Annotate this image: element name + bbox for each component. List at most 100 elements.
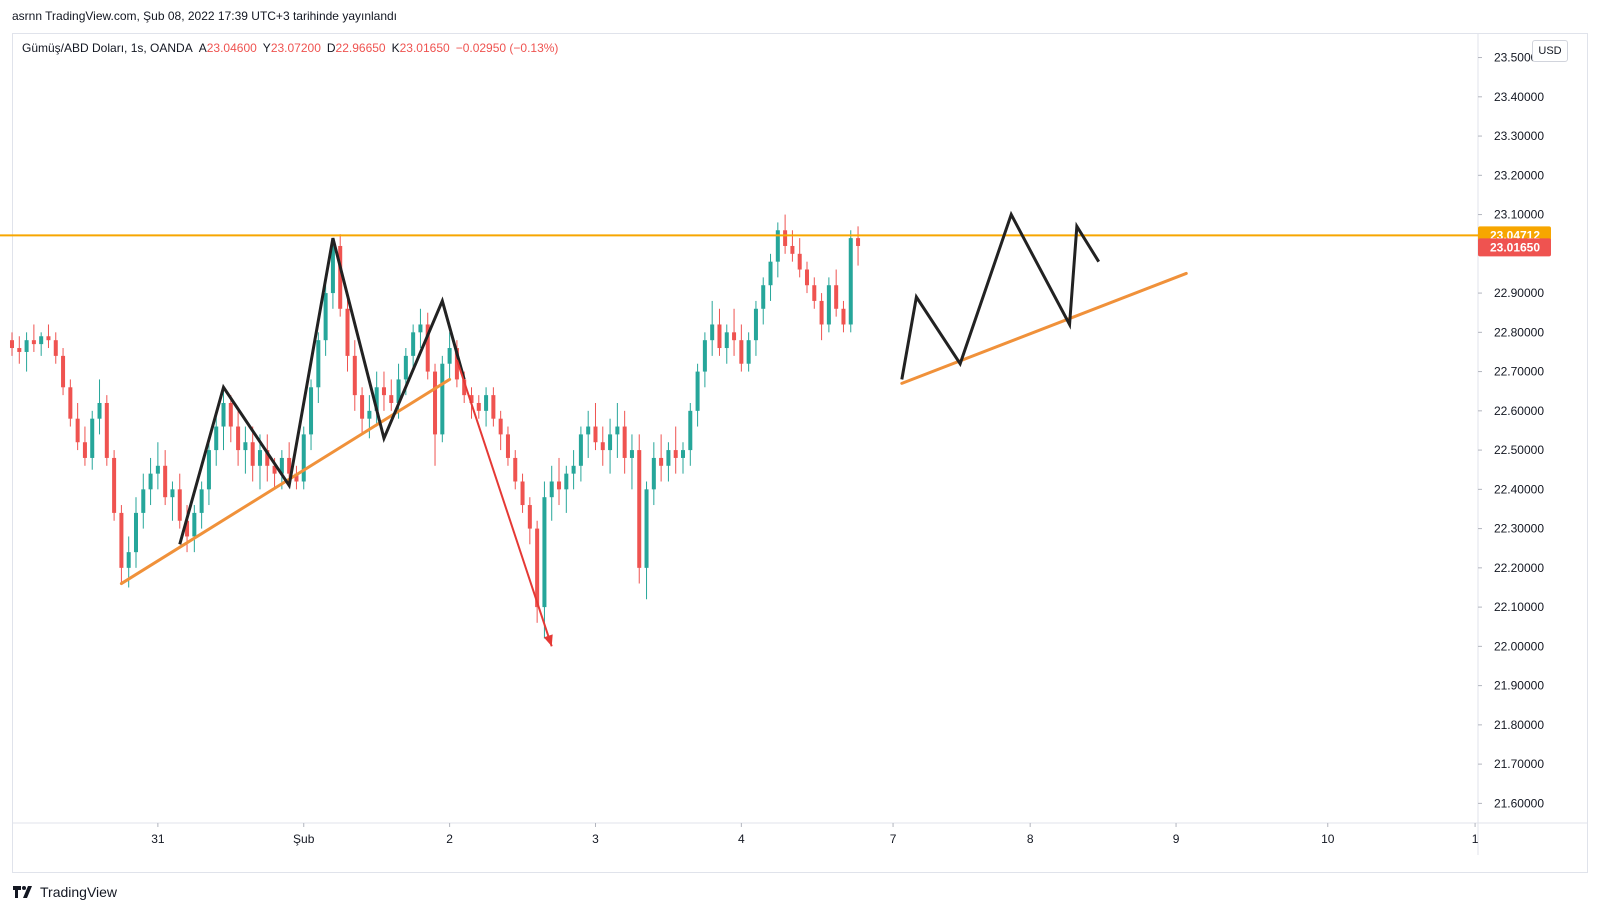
candle-up bbox=[330, 245, 335, 294]
candle-down bbox=[841, 308, 846, 325]
candle-up bbox=[133, 512, 138, 553]
high-label: Y bbox=[262, 41, 271, 55]
candle-down bbox=[265, 450, 270, 466]
candle-up bbox=[702, 340, 707, 372]
candle-down bbox=[790, 245, 795, 254]
candle-down bbox=[425, 324, 430, 372]
candle-up bbox=[710, 324, 715, 341]
candle-up bbox=[374, 387, 379, 411]
candle-up bbox=[753, 308, 758, 341]
candle-up bbox=[578, 434, 583, 466]
zigzag-pattern-line[interactable] bbox=[178, 237, 466, 545]
candle-up bbox=[848, 238, 853, 325]
candle-down bbox=[112, 457, 117, 513]
candle-down bbox=[381, 387, 386, 396]
time-tick-label: 2 bbox=[446, 832, 453, 846]
price-tick-label: 22.30000 bbox=[1494, 522, 1544, 536]
price-tick-label: 23.50000 bbox=[1494, 51, 1544, 65]
price-tick-label: 22.10000 bbox=[1494, 600, 1544, 614]
candle-down bbox=[82, 442, 87, 458]
price-tick-label: 22.40000 bbox=[1494, 482, 1544, 496]
candle-down bbox=[236, 426, 241, 451]
time-tick-label: 31 bbox=[151, 832, 165, 846]
candle-up bbox=[549, 481, 554, 498]
candle-down bbox=[389, 395, 394, 403]
candle-up bbox=[396, 379, 401, 403]
candle-up bbox=[323, 293, 328, 341]
price-tick-label: 22.00000 bbox=[1494, 639, 1544, 653]
tradingview-logo-icon bbox=[13, 886, 32, 898]
candle-down bbox=[250, 442, 255, 466]
candle-up bbox=[206, 450, 211, 490]
candle-down bbox=[804, 269, 810, 286]
candle-up bbox=[257, 450, 262, 466]
candle-up bbox=[411, 332, 416, 356]
candle-up bbox=[571, 465, 576, 474]
last-price-label: 23.01650 bbox=[1490, 240, 1540, 254]
candle-down bbox=[9, 340, 15, 349]
candle-down bbox=[352, 355, 357, 396]
high-value: 23.07200 bbox=[270, 41, 321, 55]
candle-down bbox=[185, 520, 190, 537]
support-trendline[interactable] bbox=[900, 271, 1188, 385]
time-tick-label: 4 bbox=[738, 832, 745, 846]
low-value: 22.96650 bbox=[335, 41, 386, 55]
candle-down bbox=[491, 395, 496, 419]
time-tick-label: Şub bbox=[293, 832, 315, 846]
open-value: 23.04600 bbox=[206, 41, 257, 55]
time-tick-label: 8 bbox=[1027, 832, 1034, 846]
candle-down bbox=[535, 528, 540, 608]
down-arrow-head-icon bbox=[543, 634, 553, 647]
candle-up bbox=[309, 387, 314, 435]
price-tick-label: 22.50000 bbox=[1494, 443, 1544, 457]
time-tick-label: 9 bbox=[1173, 832, 1180, 846]
candle-down bbox=[520, 481, 525, 506]
candle-up bbox=[608, 434, 613, 451]
price-tick-label: 22.70000 bbox=[1494, 365, 1544, 379]
down-arrow-line[interactable] bbox=[455, 359, 553, 647]
currency-button[interactable]: USD bbox=[1532, 40, 1568, 62]
open-label: A bbox=[198, 41, 207, 55]
candle-up bbox=[367, 410, 372, 419]
candle-up bbox=[243, 442, 248, 451]
zigzag-pattern-line[interactable] bbox=[900, 210, 1101, 380]
low-label: D bbox=[326, 41, 336, 55]
time-tick-label: 1 bbox=[1472, 832, 1479, 846]
time-tick-label: 10 bbox=[1321, 832, 1335, 846]
candle-up bbox=[418, 324, 423, 333]
candle-down bbox=[68, 387, 73, 419]
candle-up bbox=[761, 285, 766, 309]
candle-down bbox=[593, 426, 598, 443]
candle-up bbox=[695, 371, 700, 411]
candle-down bbox=[600, 442, 605, 451]
last-price-label-bg bbox=[1478, 238, 1551, 257]
change-value: −0.02950 (−0.13%) bbox=[455, 41, 559, 55]
candle-down bbox=[228, 402, 233, 427]
price-axis: 23.50000 23.40000 23.30000 23.20000 23.10000… bbox=[1478, 51, 1544, 810]
candle-up bbox=[24, 340, 29, 352]
candle-down bbox=[673, 450, 678, 458]
candle-up bbox=[440, 363, 445, 435]
candle-down bbox=[834, 285, 839, 309]
candle-up bbox=[542, 497, 547, 608]
time-tick-label: 7 bbox=[890, 832, 897, 846]
symbol-label[interactable]: Gümüş/ABD Doları, 1s, OANDA bbox=[22, 41, 193, 55]
candle-down bbox=[46, 336, 51, 341]
price-tick-label: 21.90000 bbox=[1494, 679, 1544, 693]
candle-up bbox=[447, 348, 452, 364]
candle-up bbox=[221, 402, 226, 427]
candle-down bbox=[732, 332, 737, 341]
candle-down bbox=[272, 465, 277, 474]
chart-frame bbox=[12, 33, 1588, 873]
candle-up bbox=[629, 450, 634, 458]
candle-down bbox=[469, 395, 474, 403]
candle-down bbox=[163, 465, 168, 498]
close-label: K bbox=[391, 41, 400, 55]
tradingview-brand[interactable]: TradingView bbox=[12, 884, 117, 900]
candle-up bbox=[170, 489, 175, 498]
candle-down bbox=[476, 402, 481, 411]
candle-up bbox=[768, 261, 773, 286]
price-tick-label: 22.80000 bbox=[1494, 325, 1544, 339]
